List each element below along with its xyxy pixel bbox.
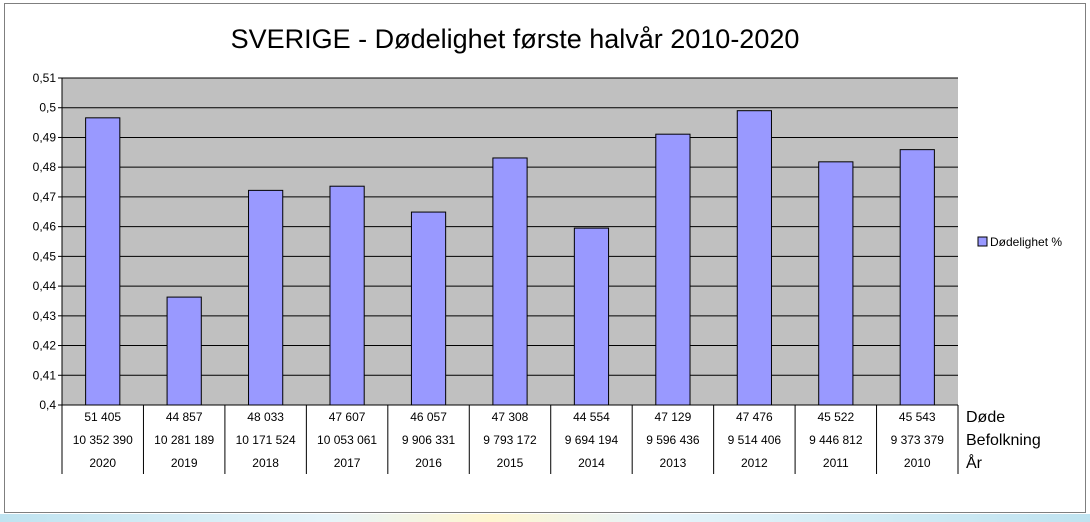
- bar: [899, 149, 935, 406]
- y-tick-label: 0,45: [33, 249, 57, 263]
- table-cell: 10 053 061: [317, 433, 377, 447]
- bar: [736, 110, 772, 406]
- table-cell: 2012: [741, 456, 768, 470]
- table-cell: 9 596 436: [646, 433, 700, 447]
- table-cell: 9 906 331: [402, 433, 456, 447]
- y-tick-label: 0,5: [39, 101, 56, 115]
- y-tick-label: 0,49: [33, 130, 57, 144]
- table-cell: 9 446 812: [809, 433, 863, 447]
- table-cell: 47 129: [655, 410, 692, 424]
- legend-label: Dødelighet %: [990, 235, 1062, 249]
- data-table: 51 405 44 857 48 033 47 607 46 057 47 308 44 5…: [61, 404, 1041, 474]
- bar: [329, 185, 365, 406]
- table-cell: 9 793 172: [483, 433, 537, 447]
- y-tick-label: 0,47: [33, 190, 57, 204]
- bar: [492, 157, 528, 406]
- y-tick-label: 0,46: [33, 220, 57, 234]
- y-axis: 0,4 0,41 0,42 0,43 0,44 0,45 0,46 0,47 0,48 0,49 0…: [33, 71, 62, 412]
- bar: [410, 211, 447, 406]
- y-tick-label: 0,44: [33, 279, 57, 293]
- legend: Dødelighet %: [973, 233, 1085, 251]
- bar: [85, 117, 121, 406]
- table-cell: 9 694 194: [565, 433, 619, 447]
- table-cell: 45 522: [817, 410, 854, 424]
- table-cell: 10 171 524: [236, 433, 296, 447]
- bar: [818, 161, 854, 406]
- bar: [248, 189, 284, 406]
- table-cell: 44 857: [166, 410, 203, 424]
- table-cell: 2013: [660, 456, 687, 470]
- y-tick-label: 0,43: [33, 309, 57, 323]
- table-cell: 2016: [415, 456, 442, 470]
- table-cell: 47 476: [736, 410, 773, 424]
- table-cell: 2017: [334, 456, 361, 470]
- y-tick-label: 0,42: [33, 339, 57, 353]
- table-cell: 9 373 379: [891, 433, 945, 447]
- table-cell: 44 554: [573, 410, 610, 424]
- legend-box: [973, 233, 1085, 251]
- table-cell: 9 514 406: [728, 433, 782, 447]
- table-row-label: Døde: [966, 409, 1005, 426]
- table-cell: 51 405: [84, 410, 121, 424]
- y-tick-label: 0,51: [33, 71, 57, 85]
- table-cell: 2019: [171, 456, 198, 470]
- table-cell: 2018: [252, 456, 279, 470]
- table-cell: 2011: [823, 456, 849, 470]
- y-tick-label: 0,4: [39, 398, 56, 412]
- table-cell: 46 057: [410, 410, 447, 424]
- window-bottom-strip: [0, 514, 1090, 522]
- table-cell: 47 308: [492, 410, 529, 424]
- table-cell: 2014: [578, 456, 605, 470]
- table-cell: 10 352 390: [73, 433, 133, 447]
- bar: [655, 133, 691, 406]
- chart-title: SVERIGE - Dødelighet første halvår 2010-…: [231, 24, 800, 54]
- y-tick-label: 0,48: [33, 160, 57, 174]
- table-cell: 2010: [904, 456, 931, 470]
- bar: [573, 227, 610, 406]
- table-row-label: Befolkning: [966, 432, 1041, 449]
- table-row-label: År: [966, 453, 983, 472]
- table-cell: 47 607: [329, 410, 366, 424]
- legend-swatch: [977, 236, 988, 247]
- bar: [166, 296, 202, 406]
- table-cell: 10 281 189: [154, 433, 214, 447]
- y-tick-label: 0,41: [33, 368, 57, 382]
- plot-area: [61, 77, 958, 406]
- table-cell: 45 543: [899, 410, 936, 424]
- table-cell: 2015: [497, 456, 524, 470]
- table-cell: 2020: [89, 456, 116, 470]
- table-cell: 48 033: [247, 410, 284, 424]
